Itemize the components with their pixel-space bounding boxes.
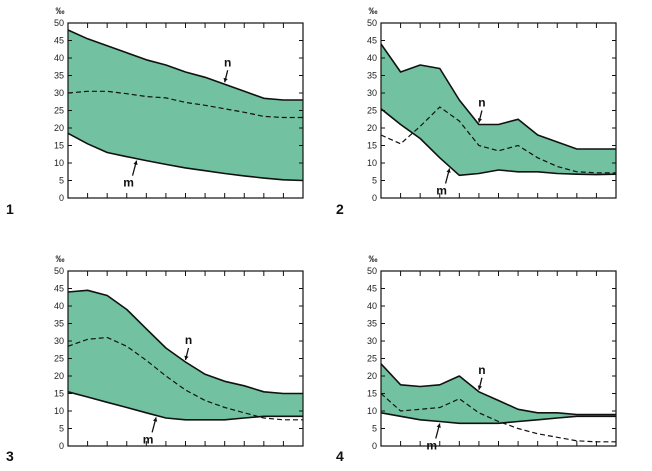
y-tick-label: 30: [367, 88, 377, 98]
annotation-label-n: n: [185, 333, 192, 347]
y-tick-label: 30: [367, 336, 377, 346]
y-tick-label: 5: [372, 176, 377, 186]
y-tick-label: 20: [367, 123, 377, 133]
annotation-label-m: m: [436, 184, 447, 198]
annotation-arrowhead-n: [477, 118, 482, 123]
annotation-arrowhead-n: [184, 355, 189, 360]
y-tick-label: 10: [54, 158, 64, 168]
annotation-label-m: m: [143, 432, 154, 446]
y-tick-label: 35: [367, 319, 377, 329]
y-tick-label: 50: [54, 18, 64, 28]
series-m-line: [67, 391, 303, 421]
annotation-label-n: n: [224, 55, 231, 69]
y-tick-label: 40: [367, 301, 377, 311]
band-area: [381, 363, 616, 424]
series-dashed-line: [67, 336, 303, 421]
series-n-line: [67, 289, 303, 395]
y-tick-label: 0: [372, 193, 377, 203]
y-tick-label: 25: [367, 106, 377, 116]
y-tick-label: 45: [367, 284, 377, 294]
y-tick-label: 20: [54, 123, 64, 133]
y-unit-label: ‰: [56, 6, 65, 16]
y-tick-label: 20: [367, 371, 377, 381]
y-tick-label: 0: [372, 441, 377, 451]
y-tick-label: 10: [367, 158, 377, 168]
band-area: [381, 44, 616, 176]
chart-panel-4: 0 5 10 15 20 25 30 35 40 45 50 ‰ 4 n m: [336, 254, 617, 464]
series-n-line: [380, 363, 616, 416]
series-n-line: [380, 43, 616, 150]
y-tick-label: 30: [54, 88, 64, 98]
annotation-arrowhead-m: [133, 160, 138, 165]
y-unit-label: ‰: [369, 254, 378, 264]
panel-number: 4: [336, 448, 344, 464]
y-tick-label: 35: [367, 71, 377, 81]
y-tick-label: 40: [54, 53, 64, 63]
y-tick-label: 0: [59, 441, 64, 451]
panel-number: 2: [336, 201, 344, 217]
band-area: [68, 290, 303, 420]
annotation-arrowhead-m: [446, 168, 451, 173]
annotation-arrowhead-m: [436, 423, 441, 428]
annotation-label-m: m: [123, 176, 134, 190]
series-m-line: [380, 412, 616, 425]
y-unit-label: ‰: [56, 254, 65, 264]
y-tick-label: 25: [54, 106, 64, 116]
panel-number: 1: [6, 201, 14, 217]
y-tick-label: 40: [367, 53, 377, 63]
y-tick-label: 40: [54, 301, 64, 311]
y-tick-label: 10: [54, 406, 64, 416]
y-tick-label: 15: [367, 389, 377, 399]
y-tick-label: 15: [54, 141, 64, 151]
y-tick-label: 25: [367, 354, 377, 364]
series-dashed-line: [380, 393, 616, 443]
annotation-arrowhead-n: [477, 385, 482, 390]
y-tick-label: 35: [54, 319, 64, 329]
band-area: [68, 30, 303, 181]
panel-number: 3: [6, 448, 14, 464]
annotation-arrowhead-n: [223, 77, 228, 83]
annotation-label-n: n: [478, 96, 485, 110]
annotation-label-n: n: [478, 363, 485, 377]
y-unit-label: ‰: [369, 6, 378, 16]
y-tick-label: 5: [372, 424, 377, 434]
y-tick-label: 50: [367, 18, 377, 28]
chart-panel-3: 0 5 10 15 20 25 30 35 40 45 50 ‰ 3 n m: [6, 254, 304, 464]
y-tick-label: 50: [54, 266, 64, 276]
annotation-arrowhead-m: [153, 417, 158, 422]
y-tick-label: 25: [54, 354, 64, 364]
y-tick-label: 45: [367, 36, 377, 46]
series-m-line: [380, 108, 617, 177]
y-tick-label: 30: [54, 336, 64, 346]
annotation-label-m: m: [426, 439, 437, 453]
series-dashed-line: [380, 106, 616, 174]
series-n-line: [67, 29, 303, 101]
series-m-line: [67, 132, 304, 182]
y-tick-label: 15: [367, 141, 377, 151]
y-tick-label: 0: [59, 193, 64, 203]
y-tick-label: 10: [367, 406, 377, 416]
chart-panel-2: 0 5 10 15 20 25 30 35 40 45 50 ‰ 2 n m: [336, 6, 617, 217]
y-tick-label: 20: [54, 371, 64, 381]
y-tick-label: 35: [54, 71, 64, 81]
y-tick-label: 45: [54, 284, 64, 294]
y-tick-label: 45: [54, 36, 64, 46]
chart-panel-1: 0 5 10 15 20 25 30 35 40 45 50 ‰ 1 n m: [6, 6, 304, 217]
y-tick-label: 50: [367, 266, 377, 276]
y-tick-label: 5: [59, 176, 64, 186]
y-tick-label: 15: [54, 389, 64, 399]
y-tick-label: 5: [59, 424, 64, 434]
